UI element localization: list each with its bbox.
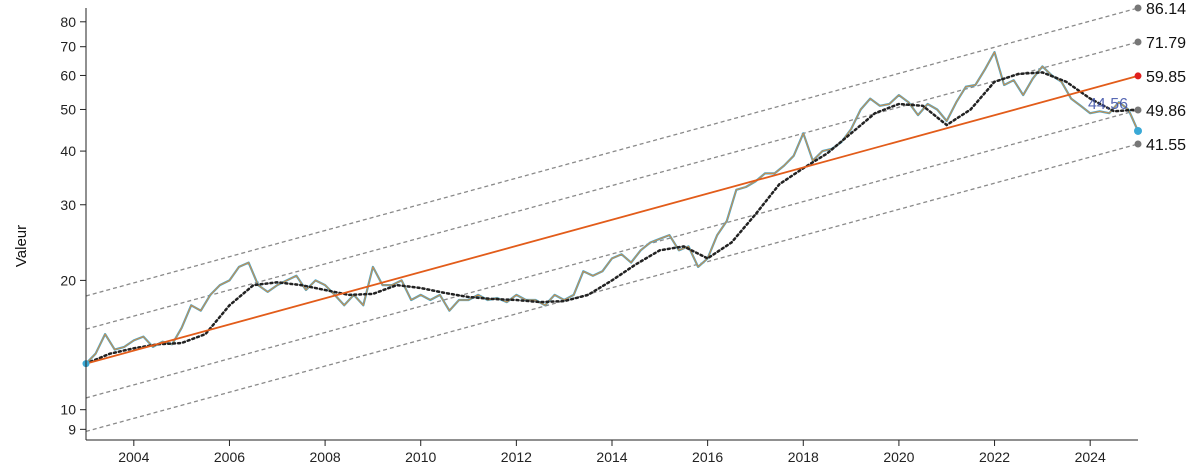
channel-end-marker xyxy=(1134,4,1142,12)
channel-line xyxy=(85,41,1139,330)
channel-end-marker xyxy=(1134,106,1142,114)
moving-average-line xyxy=(84,71,1140,365)
x-tick-label: 2022 xyxy=(979,449,1010,464)
last-value-label: 44.56 xyxy=(1088,96,1128,113)
y-tick-label: 10 xyxy=(60,402,76,418)
trend-line xyxy=(85,75,1139,365)
x-tick-label: 2024 xyxy=(1075,449,1106,464)
channel-end-label: 86.14 xyxy=(1146,1,1186,18)
x-ticks: 2004 2006 2008 2010 2012 2014 2016 2018 2020 2022… xyxy=(118,440,1106,464)
channel-end-label: 49.86 xyxy=(1146,103,1186,120)
y-axis-label: Valeur xyxy=(13,225,30,267)
x-tick-label: 2008 xyxy=(310,449,341,464)
x-tick-label: 2004 xyxy=(118,449,149,464)
x-tick-label: 2010 xyxy=(405,449,436,464)
x-tick-label: 2012 xyxy=(501,449,532,464)
channel-end-label: 71.79 xyxy=(1146,35,1186,52)
y-tick-label: 30 xyxy=(60,197,76,213)
x-tick-label: 2020 xyxy=(883,449,914,464)
y-tick-label: 40 xyxy=(60,143,76,159)
smoothed-series-line xyxy=(85,51,1139,365)
plot-area: 44.56 xyxy=(82,7,1142,433)
channel-end-marker xyxy=(1134,72,1142,80)
channel-line xyxy=(85,143,1139,433)
channel-end-marker xyxy=(1134,38,1142,46)
channel-end-marker xyxy=(1134,140,1142,148)
channel-line xyxy=(85,109,1139,399)
y-tick-label: 50 xyxy=(60,101,76,117)
channel-end-label: 41.55 xyxy=(1146,137,1186,154)
y-tick-label: 20 xyxy=(60,272,76,288)
channel-end-labels: 86.14 71.79 49.86 41.55 59.85 xyxy=(1134,1,1186,154)
y-tick-label: 60 xyxy=(60,67,76,83)
y-tick-label: 70 xyxy=(60,39,76,55)
series-last-marker xyxy=(1134,126,1142,135)
x-tick-label: 2016 xyxy=(692,449,723,464)
y-ticks: 9 10 20 30 40 50 60 70 80 xyxy=(60,14,86,437)
axes: Valeur xyxy=(13,8,1138,441)
x-tick-label: 2014 xyxy=(596,449,627,464)
channel-end-label: 59.85 xyxy=(1146,69,1186,86)
y-tick-label: 9 xyxy=(68,421,76,437)
x-tick-label: 2006 xyxy=(214,449,245,464)
y-tick-label: 80 xyxy=(60,14,76,30)
x-tick-label: 2018 xyxy=(788,449,819,464)
channel-line xyxy=(85,7,1139,297)
